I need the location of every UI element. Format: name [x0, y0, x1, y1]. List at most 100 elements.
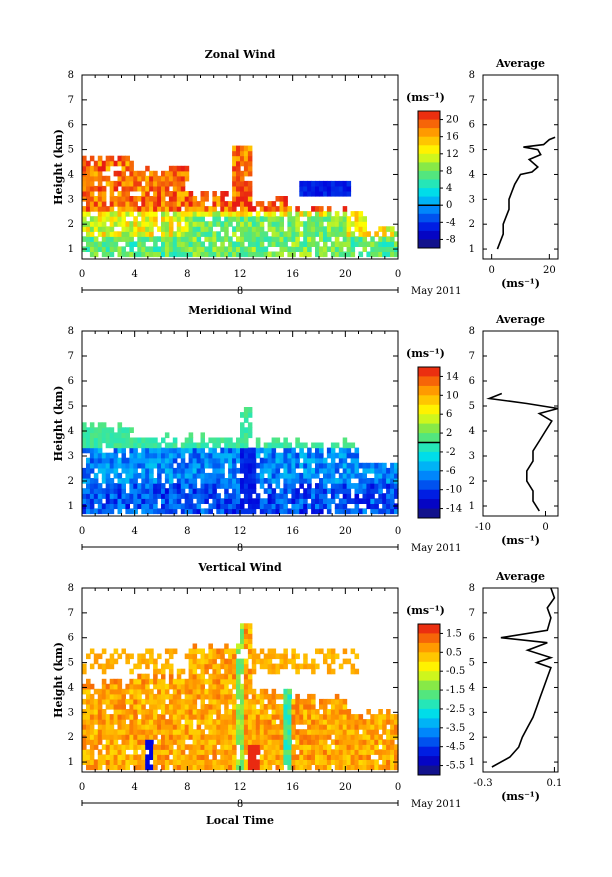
heatmap-cell — [113, 759, 119, 765]
heatmap-cell — [283, 211, 288, 217]
heatmap-cell — [382, 754, 387, 760]
heatmap-cell — [208, 693, 213, 700]
heatmap-cell — [89, 196, 95, 202]
heatmap-cell — [204, 688, 209, 695]
heatmap-cell — [307, 759, 312, 765]
heatmap-cell — [279, 653, 284, 660]
heatmap-cell — [374, 724, 379, 730]
heatmap-cell — [263, 246, 269, 252]
heatmap-cell — [338, 663, 344, 670]
heatmap-cell — [121, 493, 126, 499]
heatmap-cell — [89, 749, 95, 755]
heatmap-cell — [323, 488, 328, 494]
heatmap-cell — [141, 457, 146, 464]
heatmap-cell — [176, 246, 182, 252]
heatmap-cell — [279, 221, 284, 227]
heatmap-cell — [295, 714, 300, 720]
heatmap-cell — [212, 488, 217, 494]
heatmap-cell — [82, 488, 87, 494]
heatmap-cell — [133, 714, 138, 720]
heatmap-cell — [279, 251, 284, 258]
heatmap-cell — [236, 498, 241, 504]
heatmap-cell — [86, 160, 91, 167]
heatmap-cell — [157, 472, 162, 479]
heatmap-cell — [228, 211, 233, 217]
heatmap-cell — [228, 678, 233, 685]
heatmap-cell — [334, 221, 340, 227]
heatmap-cell — [188, 653, 194, 660]
heatmap-cell — [220, 191, 225, 197]
heatmap-cell — [307, 749, 312, 755]
heatmap-cell — [200, 447, 205, 454]
heatmap-cell — [354, 724, 360, 730]
heatmap-cell — [370, 493, 375, 499]
heatmap-cell — [267, 201, 273, 207]
heatmap-cell — [216, 442, 221, 449]
heatmap-cell — [291, 447, 296, 454]
heatmap-cell — [350, 236, 356, 242]
heatmap-cell — [157, 488, 162, 494]
heatmap-cell — [307, 663, 312, 670]
heatmap-cell — [287, 472, 292, 479]
colorbar-tick-label: -0.5 — [446, 666, 465, 677]
heatmap-cell — [212, 236, 217, 242]
heatmap-cell — [279, 734, 284, 740]
heatmap-cell — [307, 180, 312, 187]
heatmap-cell — [188, 206, 194, 212]
heatmap-cell — [216, 653, 221, 660]
heatmap-cell — [89, 729, 95, 735]
heatmap-cell — [89, 251, 95, 258]
heatmap-cell — [358, 216, 364, 222]
heatmap-cell — [243, 407, 249, 413]
heatmap-cell — [350, 472, 356, 479]
heatmap-cell — [228, 457, 233, 464]
heatmap-cell — [323, 185, 328, 192]
heatmap-cell — [161, 744, 166, 750]
heatmap-cell — [303, 653, 308, 660]
heatmap-cell — [382, 483, 387, 489]
heatmap-cell — [228, 478, 233, 484]
heatmap-cell — [133, 472, 138, 479]
heatmap-cell — [311, 508, 316, 515]
heatmap-cell — [370, 478, 375, 484]
heatmap-cell — [243, 483, 249, 489]
heatmap-cell — [295, 739, 300, 745]
heatmap-cell — [176, 749, 182, 755]
heatmap-cell — [105, 719, 111, 725]
heatmap-cell — [287, 704, 292, 710]
heatmap-cell — [133, 206, 138, 212]
heatmap-cell — [259, 754, 265, 760]
x-tick-label: 4 — [131, 782, 137, 793]
heatmap-cell — [212, 734, 217, 740]
heatmap-cell — [133, 498, 138, 504]
heatmap-cell — [153, 764, 158, 771]
colorbar-segment — [418, 213, 440, 223]
heatmap-cell — [172, 452, 178, 459]
heatmap-cell — [342, 442, 348, 449]
heatmap-cell — [334, 467, 340, 474]
heatmap-cell — [240, 437, 245, 444]
heatmap-cell — [180, 442, 186, 449]
heatmap-cell — [323, 749, 328, 755]
heatmap-cell — [168, 175, 174, 182]
heatmap-cell — [220, 467, 225, 474]
heatmap-cell — [212, 688, 217, 695]
heatmap-cell — [236, 191, 241, 197]
heatmap-cell — [180, 739, 186, 745]
heatmap-cell — [220, 508, 225, 515]
heatmap-cell — [89, 447, 95, 454]
heatmap-cell — [263, 442, 269, 449]
heatmap-cell — [208, 658, 213, 665]
heatmap-cell — [86, 503, 91, 510]
heatmap-cell — [184, 201, 190, 207]
heatmap-cell — [137, 457, 142, 464]
heatmap-cell — [161, 457, 166, 464]
heatmap-cell — [390, 478, 395, 484]
heatmap-cell — [311, 498, 316, 504]
heatmap-cell — [334, 241, 340, 247]
heatmap-cell — [378, 754, 383, 760]
heatmap-cell — [89, 714, 95, 720]
heatmap-cell — [311, 472, 316, 479]
heatmap-cell — [121, 231, 126, 237]
average-x-tick-label: 0 — [542, 522, 548, 533]
